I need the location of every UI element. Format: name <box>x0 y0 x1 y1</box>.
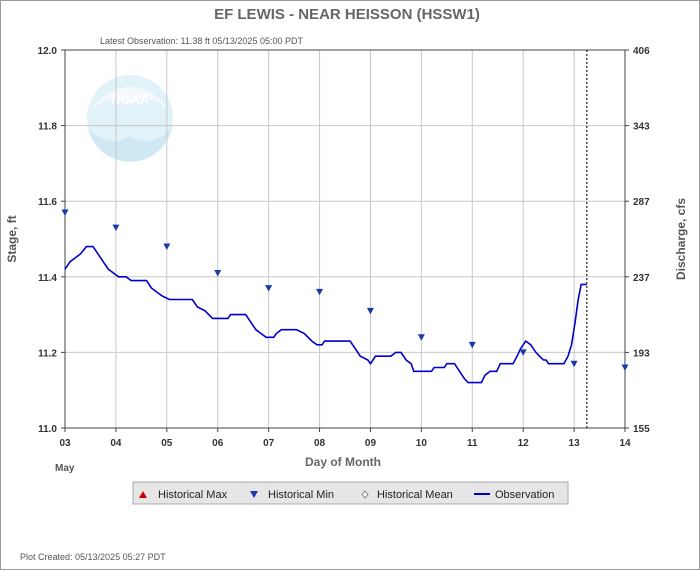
x-tick-label: 11 <box>467 438 478 449</box>
x-tick-label: 10 <box>416 438 428 449</box>
historical-min-marker <box>214 270 222 277</box>
y2-tick-label: 406 <box>633 46 650 57</box>
legend-label-observation: Observation <box>495 489 554 501</box>
y2-tick-label: 193 <box>633 348 650 359</box>
y2-tick-label: 237 <box>633 273 650 284</box>
y-axis-left: 11.0 11.2 11.4 11.6 11.8 12.0 <box>38 46 65 435</box>
x-tick-label: 05 <box>161 438 173 449</box>
historical-min-marker <box>163 243 171 251</box>
y-tick-label: 11.8 <box>38 122 57 133</box>
noaa-logo-watermark: NOAA <box>87 75 173 162</box>
noaa-logo-text: NOAA <box>111 92 150 107</box>
historical-min-marker <box>112 224 120 232</box>
x-tick-label: 06 <box>212 438 224 449</box>
historical-min-marker <box>519 349 527 356</box>
observation-series-line <box>64 245 587 384</box>
y-tick-label: 12.0 <box>38 46 58 57</box>
y-axis-right: 155 193 237 287 343 406 <box>625 46 650 435</box>
y2-tick-label: 287 <box>633 197 650 208</box>
plot-area-border <box>64 49 626 429</box>
historical-min-legend-icon <box>250 491 258 498</box>
legend-label-historical-max: Historical Max <box>158 489 228 501</box>
legend-box <box>132 481 569 505</box>
x-tick-label: 04 <box>110 438 122 449</box>
historical-min-marker <box>468 341 476 349</box>
y-tick-label: 11.4 <box>38 273 57 284</box>
x-tick-label: 12 <box>518 438 530 449</box>
y2-tick-label: 343 <box>633 122 650 133</box>
x-tick-label: 13 <box>569 438 581 449</box>
historical-min-marker <box>570 360 578 368</box>
historical-min-marker <box>366 307 374 315</box>
y2-axis-title: Discharge, cfs <box>674 198 688 280</box>
y-axis-title: Stage, ft <box>5 215 19 262</box>
plot-created-footer: Plot Created: 05/13/2025 05:27 PDT <box>20 552 166 562</box>
historical-min-marker <box>61 209 69 217</box>
historical-mean-legend-icon <box>361 490 369 499</box>
y2-tick-label: 155 <box>633 424 650 435</box>
x-tick-label: 03 <box>59 438 71 449</box>
x-tick-label: 09 <box>365 438 377 449</box>
historical-min-marker <box>265 285 273 292</box>
x-axis: 03 04 05 06 07 08 09 10 11 12 13 14 <box>59 428 631 449</box>
x-axis-month-label: May <box>55 463 75 474</box>
legend-label-historical-min: Historical Min <box>268 489 334 501</box>
x-tick-label: 07 <box>263 438 275 449</box>
x-tick-label: 08 <box>314 438 326 449</box>
x-tick-label: 14 <box>619 438 631 449</box>
y-tick-label: 11.0 <box>38 424 57 435</box>
x-axis-title: Day of Month <box>305 455 381 469</box>
legend-label-historical-mean: Historical Mean <box>377 489 453 501</box>
chart-title: EF LEWIS - NEAR HEISSON (HSSW1) <box>214 6 480 23</box>
latest-observation-label: Latest Observation: 11.38 ft 05/13/2025 … <box>100 36 303 46</box>
historical-min-marker <box>621 364 629 372</box>
historical-max-legend-icon <box>139 491 147 498</box>
historical-min-markers <box>61 209 629 372</box>
historical-min-marker <box>316 288 324 296</box>
historical-min-marker <box>417 334 425 341</box>
y-tick-label: 11.2 <box>38 348 57 359</box>
y-tick-label: 11.6 <box>38 197 57 208</box>
chart-legend: Historical Max Historical Min Historical… <box>132 481 569 505</box>
